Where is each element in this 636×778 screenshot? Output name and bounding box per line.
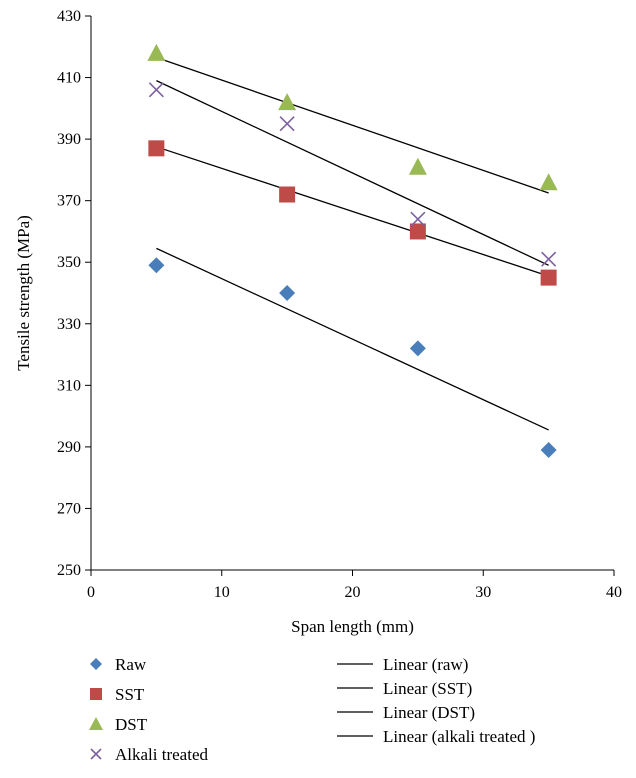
legend-item: SST — [90, 685, 145, 704]
marker-stroke — [279, 116, 295, 132]
x-axis-title: Span length (mm) — [291, 617, 414, 636]
marker-stroke — [541, 251, 557, 267]
legend-label: DST — [115, 715, 148, 734]
x-tick-label: 40 — [606, 584, 622, 601]
data-point-sst — [279, 186, 296, 203]
legend-marker — [90, 688, 102, 700]
legend-marker — [90, 748, 102, 760]
data-point-dst — [278, 93, 297, 111]
legend: Raw SST DST Alkali treated Linear (raw) Linea… — [89, 655, 535, 764]
legend-item: Raw — [90, 655, 147, 674]
legend-label: Linear (SST) — [383, 679, 472, 698]
legend-label: Alkali treated — [115, 745, 208, 764]
data-point-dst — [539, 173, 558, 191]
y-tick-label: 270 — [57, 500, 81, 517]
legend-item: Linear (raw) — [337, 655, 468, 674]
data-point-raw — [279, 285, 296, 301]
data-point-alkali-treated — [148, 82, 164, 98]
trendline-1 — [156, 247, 549, 431]
legend-label: Linear (raw) — [383, 655, 468, 674]
legend-item: Linear (DST) — [337, 703, 475, 722]
data-point-alkali-treated — [410, 211, 426, 227]
data-point-dst — [408, 157, 427, 175]
trendline-2 — [156, 146, 549, 277]
legend-item: DST — [89, 715, 148, 734]
data-point-raw — [540, 441, 557, 458]
y-tick-label: 290 — [57, 439, 81, 456]
legend-label: Raw — [115, 655, 147, 674]
legend-label: Linear (DST) — [383, 703, 475, 722]
y-tick-label: 250 — [57, 562, 81, 579]
x-tick-label: 30 — [475, 584, 491, 601]
trendline-4 — [156, 80, 549, 266]
legend-item: Linear (SST) — [337, 679, 472, 698]
legend-marker — [89, 717, 103, 730]
trendline-3 — [156, 56, 549, 194]
y-tick-label: 370 — [57, 193, 81, 210]
x-tick-label: 20 — [345, 584, 361, 601]
x-tick-label: 0 — [87, 584, 95, 601]
y-axis-title: Tensile strength (MPa) — [14, 215, 33, 371]
data-point-alkali-treated — [541, 251, 557, 267]
data-point-raw — [148, 257, 165, 274]
marker-stroke — [410, 211, 426, 227]
legend-marker — [90, 658, 102, 670]
data-point-sst — [148, 140, 165, 157]
y-tick-label: 330 — [57, 316, 81, 333]
legend-label: SST — [115, 685, 145, 704]
data-point-dst — [147, 43, 166, 61]
x-tick-label: 10 — [214, 584, 230, 601]
y-tick-label: 390 — [57, 131, 81, 148]
y-tick-label: 430 — [57, 8, 81, 25]
data-point-sst — [409, 223, 426, 240]
y-tick-label: 350 — [57, 254, 81, 271]
marker-stroke — [148, 82, 164, 98]
legend-label: Linear (alkali treated ) — [383, 727, 535, 746]
plot-area: 250 270 290 310 330 350 370 390 410 430 0 10 20 30 40 S… — [14, 8, 622, 636]
data-point-raw — [409, 340, 426, 357]
data-point-sst — [540, 269, 557, 286]
data-point-alkali-treated — [279, 116, 295, 132]
marker-stroke — [90, 748, 102, 760]
y-tick-label: 310 — [57, 377, 81, 394]
legend-item: Alkali treated — [90, 745, 208, 764]
y-tick-label: 410 — [57, 70, 81, 87]
legend-item: Linear (alkali treated ) — [337, 727, 535, 746]
